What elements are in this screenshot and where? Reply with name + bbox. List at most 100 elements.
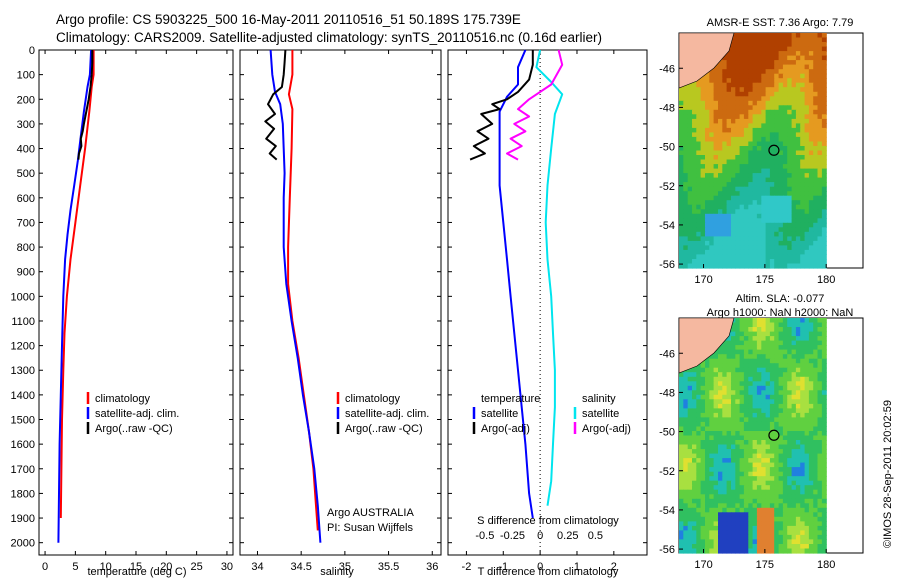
map-cell (722, 476, 728, 482)
map-cell (817, 376, 823, 382)
map-cell (821, 100, 827, 106)
map-cell (705, 141, 710, 147)
map-cell (782, 489, 788, 495)
map-cell (696, 544, 702, 550)
map-cell (795, 390, 801, 396)
map-cell (752, 363, 758, 369)
map-cell (726, 236, 732, 242)
map-cell (765, 498, 771, 504)
map-cell (765, 168, 771, 174)
map-cell (739, 503, 745, 509)
map-cell (791, 136, 797, 142)
map-cell (782, 33, 788, 39)
map-cell (739, 263, 745, 269)
map-cell (752, 218, 758, 224)
map-cell (743, 78, 749, 84)
map-cell (705, 421, 710, 427)
map-cell (800, 358, 806, 364)
map-cell (722, 200, 728, 206)
map-cell (726, 222, 732, 228)
map-cell (787, 200, 793, 206)
map-cell (791, 73, 797, 79)
map-cell (743, 462, 749, 468)
map-cell (713, 159, 719, 165)
map-cell (774, 453, 780, 459)
map-cell (765, 322, 771, 328)
salinity-xtick-label: 36 (426, 561, 438, 573)
map-cell (705, 435, 710, 441)
map-cell (761, 150, 767, 156)
map-cell (696, 480, 702, 486)
map-cell (679, 195, 684, 201)
map-cell (739, 91, 745, 97)
map-cell (713, 141, 719, 147)
map-cell (821, 231, 827, 237)
map-cell (705, 195, 710, 201)
map-cell (782, 507, 788, 513)
map-cell (782, 349, 788, 355)
map-cell (718, 421, 723, 427)
map-cell (679, 146, 684, 152)
map-cell (739, 507, 745, 513)
map-cell (692, 132, 697, 138)
map-cell (778, 489, 784, 495)
map-cell (726, 449, 732, 455)
map-cell (787, 354, 793, 360)
map-cell (765, 231, 771, 237)
map-cell (700, 195, 706, 201)
map-cell (743, 372, 749, 378)
map-cell (709, 109, 715, 115)
map-cell (743, 480, 749, 486)
map-cell (774, 96, 780, 102)
map-cell (687, 367, 693, 373)
map-cell (722, 150, 728, 156)
map-cell (791, 42, 797, 48)
map-cell (800, 381, 806, 387)
map-cell (683, 489, 689, 495)
map-cell (800, 159, 806, 165)
map-cell (782, 209, 788, 215)
map-cell (821, 37, 827, 43)
map-cell (713, 367, 719, 373)
map-cell (782, 60, 788, 66)
map-cell (800, 534, 806, 540)
map-cell (782, 168, 788, 174)
map-cell (782, 417, 788, 423)
map-cell (705, 458, 710, 464)
map-cell (735, 60, 741, 66)
map-cell (791, 204, 797, 210)
float-pi-label: PI: Susan Wijffels (327, 522, 413, 534)
map-cell (743, 516, 749, 522)
map-cell (804, 82, 810, 88)
map-cell (700, 136, 706, 142)
map-cell (683, 412, 689, 418)
map-cell (791, 168, 797, 174)
map-cell (774, 534, 780, 540)
map-cell (808, 471, 814, 477)
map-cell (700, 200, 706, 206)
map-cell (791, 231, 797, 237)
map-cell (804, 164, 810, 170)
map-cell (748, 340, 754, 346)
map-cell (782, 218, 788, 224)
map-cell (769, 105, 775, 111)
map-cell (687, 123, 693, 129)
map-cell (709, 390, 715, 396)
map-cell (679, 263, 684, 269)
map-cell (726, 51, 732, 57)
map-cell (795, 173, 801, 179)
map-cell (756, 544, 762, 550)
map-cell (722, 114, 728, 120)
map-cell (679, 471, 684, 477)
map-cell (731, 155, 736, 161)
map-cell (748, 539, 754, 545)
map-cell (787, 164, 793, 170)
map-cell (817, 516, 823, 522)
map-cell (743, 33, 749, 39)
map-cell (795, 249, 801, 255)
map-cell (761, 449, 767, 455)
map-cell (804, 367, 810, 373)
map-cell (748, 372, 754, 378)
map-cell (679, 534, 684, 540)
map-cell (800, 127, 806, 133)
